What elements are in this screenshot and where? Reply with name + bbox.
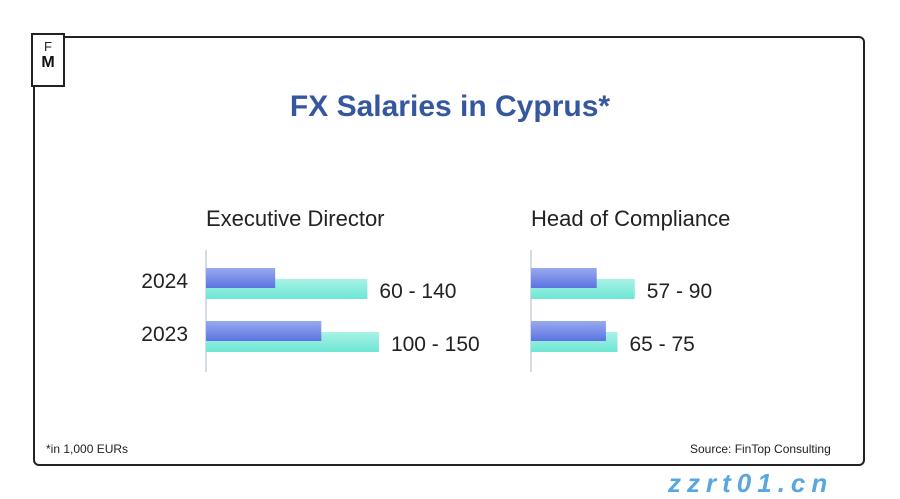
data-label: 100 - 150 bbox=[391, 333, 480, 356]
data-label: 57 - 90 bbox=[647, 280, 712, 303]
chart-title: FX Salaries in Cyprus* bbox=[289, 90, 611, 123]
year-label-2023: 2023 bbox=[141, 323, 188, 346]
bar-low-2023 bbox=[206, 321, 322, 341]
data-label: 60 - 140 bbox=[379, 280, 456, 303]
panel-title: Head of Compliance bbox=[531, 206, 730, 231]
source-note: Source: FinTop Consulting bbox=[690, 442, 831, 456]
year-label-2024: 2024 bbox=[141, 270, 188, 293]
watermark: zzrt01.cn bbox=[668, 468, 834, 498]
card-frame bbox=[33, 36, 865, 466]
data-label: 65 - 75 bbox=[629, 333, 694, 356]
footnote: *in 1,000 EURs bbox=[46, 442, 129, 456]
panel-title: Executive Director bbox=[206, 206, 385, 231]
bar-low-2023 bbox=[531, 321, 606, 341]
bar-low-2024 bbox=[531, 268, 597, 288]
fm-logo: F M bbox=[31, 33, 65, 87]
bar-low-2024 bbox=[206, 268, 276, 288]
logo-letter-m: M bbox=[41, 54, 55, 71]
logo-letter-f: F bbox=[44, 39, 52, 54]
